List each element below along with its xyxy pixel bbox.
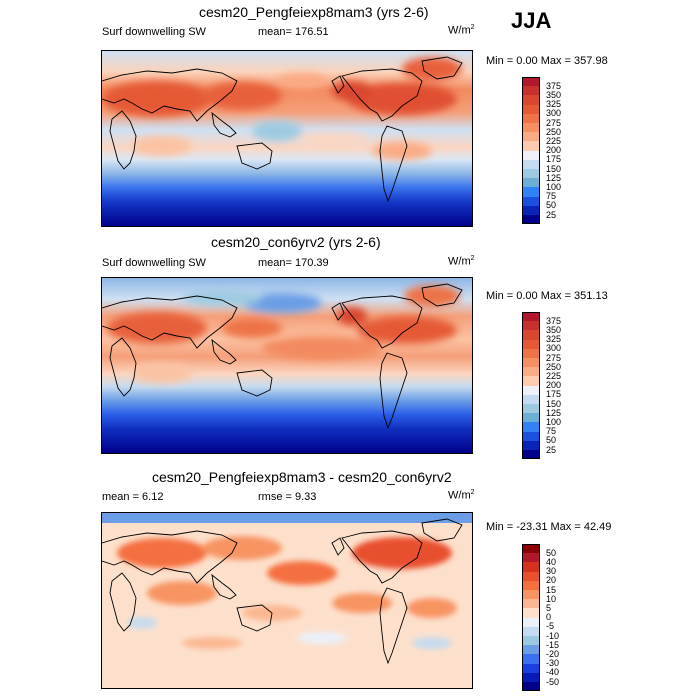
colorbar-tick-label: 275 (546, 352, 562, 363)
season-label: JJA (511, 8, 552, 33)
colorbar-frame (522, 312, 540, 460)
panel2-colorbar: 375 350 325 300 275 250 225 200 175 150 125 100 75 50… (522, 312, 561, 460)
panel1-unit-base: W/m (448, 24, 471, 37)
panel1-coastlines (102, 56, 463, 203)
colorbar-tick-label: 350 (546, 324, 562, 335)
colorbar-tick-label: 375 (546, 80, 562, 91)
panel1-units: W/m2 (448, 24, 475, 37)
colorbar-tick-label: 275 (546, 117, 562, 128)
panel1-field (102, 57, 462, 160)
colorbar-tick-label: 10 (546, 593, 557, 604)
panel1-colorbar: 375 350 325 300 275 250 225 200 175 150 125 100 75 50… (522, 77, 561, 225)
colorbar-tick-label: 150 (546, 163, 562, 174)
panel2-unit-base: W/m (448, 255, 471, 268)
colorbar-tick-label: 5 (546, 602, 552, 613)
colorbar-tick-label: 250 (546, 126, 562, 137)
colorbar-tick-label: 0 (546, 612, 552, 623)
colorbar-tick-label: 50 (546, 547, 557, 558)
panel1-map (101, 50, 473, 227)
panel1-left-label: Surf downwelling SW (102, 26, 206, 38)
panel3-field (117, 536, 457, 649)
colorbar-frame (522, 544, 540, 692)
panel2-title: cesm20_con6yrv2 (yrs 2-6) (211, 234, 381, 250)
panel1-unit-exp: 2 (470, 24, 475, 31)
colorbar-tick-label: 125 (546, 407, 562, 418)
colorbar-tick-label: -10 (546, 630, 560, 641)
colorbar-tick-label: 200 (546, 380, 562, 391)
colorbar-tick-label: 350 (546, 89, 562, 100)
panel3-coastlines (102, 518, 463, 665)
colorbar-tick-label: -5 (546, 621, 555, 632)
colorbar-tick-label: 225 (546, 370, 562, 381)
colorbar-tick-label: 325 (546, 99, 562, 110)
colorbar-tick-label: -50 (546, 676, 560, 687)
colorbar-tick-label: 150 (546, 398, 562, 409)
panel2-minmax: Min = 0.00 Max = 351.13 (486, 290, 608, 302)
panel3-units: W/m2 (448, 489, 475, 502)
colorbar-tick-label: 75 (546, 426, 557, 437)
panel3-minmax: Min = -23.31 Max = 42.49 (486, 521, 612, 533)
panel2-mean: mean= 170.39 (258, 257, 329, 269)
colorbar-tick-label: 125 (546, 172, 562, 183)
colorbar-tick-label: 300 (546, 343, 562, 354)
panel1-title: cesm20_Pengfeiexp8mam3 (yrs 2-6) (199, 4, 429, 20)
panel2-left-label: Surf downwelling SW (102, 257, 206, 269)
colorbar-tick-label: 30 (546, 566, 557, 577)
panel3-unit-base: W/m (448, 489, 471, 502)
panel3-left-label: mean = 6.12 (102, 491, 164, 503)
colorbar-tick-label: 225 (546, 135, 562, 146)
colorbar-tick-label: -20 (546, 648, 560, 659)
colorbar-tick-label: 300 (546, 108, 562, 119)
colorbar-tick-label: 325 (546, 334, 562, 345)
colorbar-tick-label: 250 (546, 361, 562, 372)
colorbar-tick-label: 25 (546, 209, 557, 220)
colorbar-tick-label: -30 (546, 658, 560, 669)
panel3-rmse: rmse = 9.33 (258, 491, 317, 503)
colorbar-tick-label: 50 (546, 435, 557, 446)
colorbar-tick-label: 75 (546, 191, 557, 202)
panel3-colorbar: 50 40 30 20 15 10 5 0 -5 -10 -15 -20 -30 -40 -50 (522, 544, 559, 692)
colorbar-tick-label: 175 (546, 389, 562, 400)
colorbar-tick-label: 375 (546, 315, 562, 326)
panel2-unit-exp: 2 (470, 255, 475, 262)
panel2-coastlines (102, 283, 463, 430)
colorbar-tick-label: 20 (546, 575, 557, 586)
panel2-map (101, 277, 473, 454)
colorbar-tick-label: 100 (546, 416, 562, 427)
colorbar-tick-label: -40 (546, 667, 560, 678)
colorbar-tick-label: 25 (546, 444, 557, 455)
colorbar-frame (522, 77, 540, 225)
panel3-title: cesm20_Pengfeiexp8mam3 - cesm20_con6yrv2 (152, 469, 452, 485)
panel3-unit-exp: 2 (470, 489, 475, 496)
colorbar-tick-label: 175 (546, 154, 562, 165)
colorbar-tick-label: 50 (546, 200, 557, 211)
colorbar-tick-label: 200 (546, 145, 562, 156)
colorbar-tick-label: 100 (546, 181, 562, 192)
panel1-minmax: Min = 0.00 Max = 357.98 (486, 55, 608, 67)
panel1-mean: mean= 176.51 (258, 26, 329, 38)
colorbar-tick-label: 40 (546, 556, 557, 567)
panel3-map (101, 512, 473, 689)
colorbar-tick-label: -15 (546, 639, 560, 650)
panel2-units: W/m2 (448, 255, 475, 268)
colorbar-tick-label: 15 (546, 584, 557, 595)
